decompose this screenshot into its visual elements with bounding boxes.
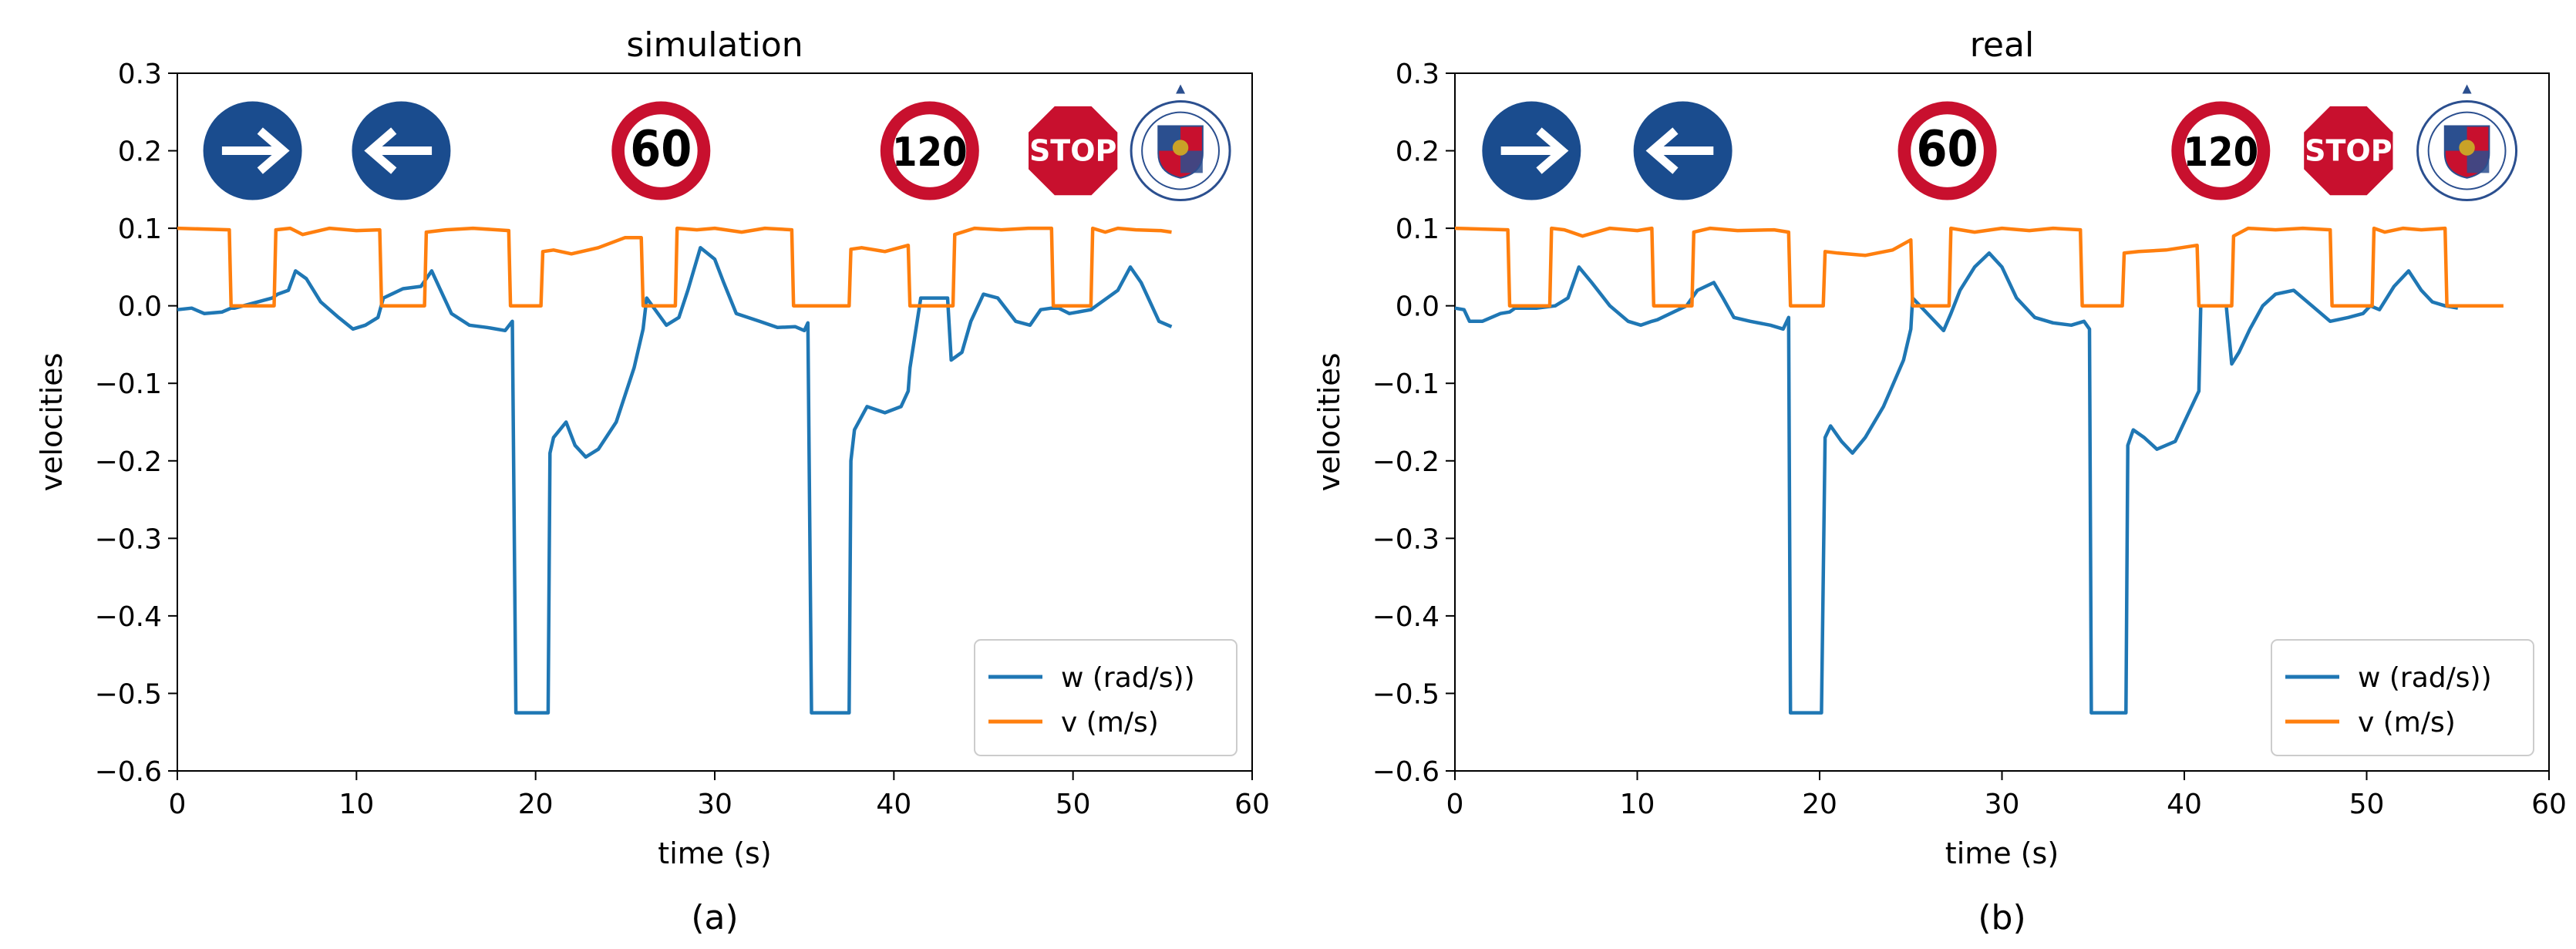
seal-sign-icon	[1130, 84, 1231, 202]
y-tick-label: −0.1	[1372, 368, 1440, 400]
legend-box	[2271, 639, 2534, 756]
y-tick-label: 0.0	[118, 291, 162, 323]
legend: w (rad/s)) v (m/s)	[974, 639, 1237, 756]
stop-text: STOP	[1029, 134, 1116, 168]
x-tick-label: 40	[876, 789, 911, 820]
series-line-w	[177, 246, 1173, 715]
panel-caption: (b)	[1978, 898, 2025, 937]
y-tick-label: −0.2	[1372, 446, 1440, 478]
x-tick-label: 20	[1802, 789, 1837, 820]
y-tick-label: −0.4	[1372, 601, 1440, 633]
y-tick-label: −0.3	[95, 523, 162, 555]
speed-sign-icon: 60	[1897, 101, 1997, 200]
panel-real: real 0 10 20 30 40 50 60 −0.6 −0.5 −0.4 −0.3 −0.2 −0.…	[1312, 25, 2567, 937]
legend-label: v (m/s)	[2358, 707, 2456, 739]
x-tick-label: 60	[2531, 789, 2567, 820]
speed-sign-icon: 60	[611, 101, 711, 200]
y-axis-label: velocities	[1312, 353, 1346, 492]
legend-label: w (rad/s))	[2358, 662, 2492, 694]
speed-limit-text: 120	[2183, 130, 2258, 176]
chart-title: simulation	[626, 25, 803, 65]
y-tick-label: 0.3	[118, 59, 162, 90]
x-tick-label: 10	[1620, 789, 1655, 820]
y-tick-label: 0.2	[118, 136, 162, 168]
y-tick-label: 0.0	[1396, 291, 1440, 323]
panel-simulation: simulation 0 10 20 30 40 50 60 −0.6 −0.5 −0.4 −0.3 −…	[35, 25, 1270, 937]
y-tick-label: −0.2	[95, 446, 162, 478]
x-tick-label: 20	[518, 789, 554, 820]
y-tick-label: −0.6	[1372, 756, 1440, 788]
y-tick-label: 0.3	[1396, 59, 1440, 90]
arrow-right-sign-icon	[1482, 101, 1581, 200]
series-line-v	[177, 226, 1172, 308]
legend-label: w (rad/s))	[1061, 662, 1195, 694]
y-axis-label: velocities	[35, 353, 69, 492]
x-axis-label: time (s)	[1945, 836, 2059, 870]
x-axis-label: time (s)	[658, 836, 771, 870]
arrow-left-sign-icon	[1633, 101, 1732, 200]
y-tick-label: −0.5	[1372, 678, 1440, 710]
y-tick-label: 0.1	[118, 214, 162, 245]
x-tick-label: 50	[2349, 789, 2385, 820]
panel-caption: (a)	[691, 898, 738, 937]
legend-label: v (m/s)	[1061, 707, 1159, 739]
speed-sign-icon: 120	[880, 101, 979, 200]
legend: w (rad/s)) v (m/s)	[2271, 639, 2534, 756]
x-tick-label: 0	[1446, 789, 1464, 820]
stop-sign-icon: STOP	[1026, 103, 1120, 198]
legend-box	[974, 639, 1237, 756]
y-tick-label: 0.2	[1396, 136, 1440, 168]
y-tick-label: 0.1	[1396, 214, 1440, 245]
speed-limit-text: 60	[630, 121, 692, 178]
arrow-left-sign-icon	[352, 101, 451, 200]
x-tick-label: 0	[169, 789, 187, 820]
x-tick-label: 30	[697, 789, 732, 820]
series-line-v	[1454, 226, 2504, 308]
y-tick-label: −0.5	[95, 678, 162, 710]
y-tick-label: −0.6	[95, 756, 162, 788]
x-tick-label: 30	[1985, 789, 2020, 820]
y-tick-label: −0.3	[1372, 523, 1440, 555]
speed-sign-icon: 120	[2171, 101, 2271, 200]
seal-sign-icon	[2416, 84, 2518, 202]
x-tick-label: 50	[1056, 789, 1091, 820]
x-tick-label: 10	[338, 789, 374, 820]
y-tick-label: −0.4	[95, 601, 162, 633]
speed-limit-text: 60	[1916, 121, 1978, 178]
arrow-right-sign-icon	[203, 101, 302, 200]
x-tick-label: 60	[1234, 789, 1270, 820]
y-tick-label: −0.1	[95, 368, 162, 400]
chart-title: real	[1970, 25, 2034, 65]
stop-sign-icon: STOP	[2302, 103, 2396, 198]
stop-text: STOP	[2305, 134, 2392, 168]
series-line-w	[1454, 251, 2459, 715]
speed-limit-text: 120	[892, 130, 968, 176]
x-tick-label: 40	[2167, 789, 2202, 820]
